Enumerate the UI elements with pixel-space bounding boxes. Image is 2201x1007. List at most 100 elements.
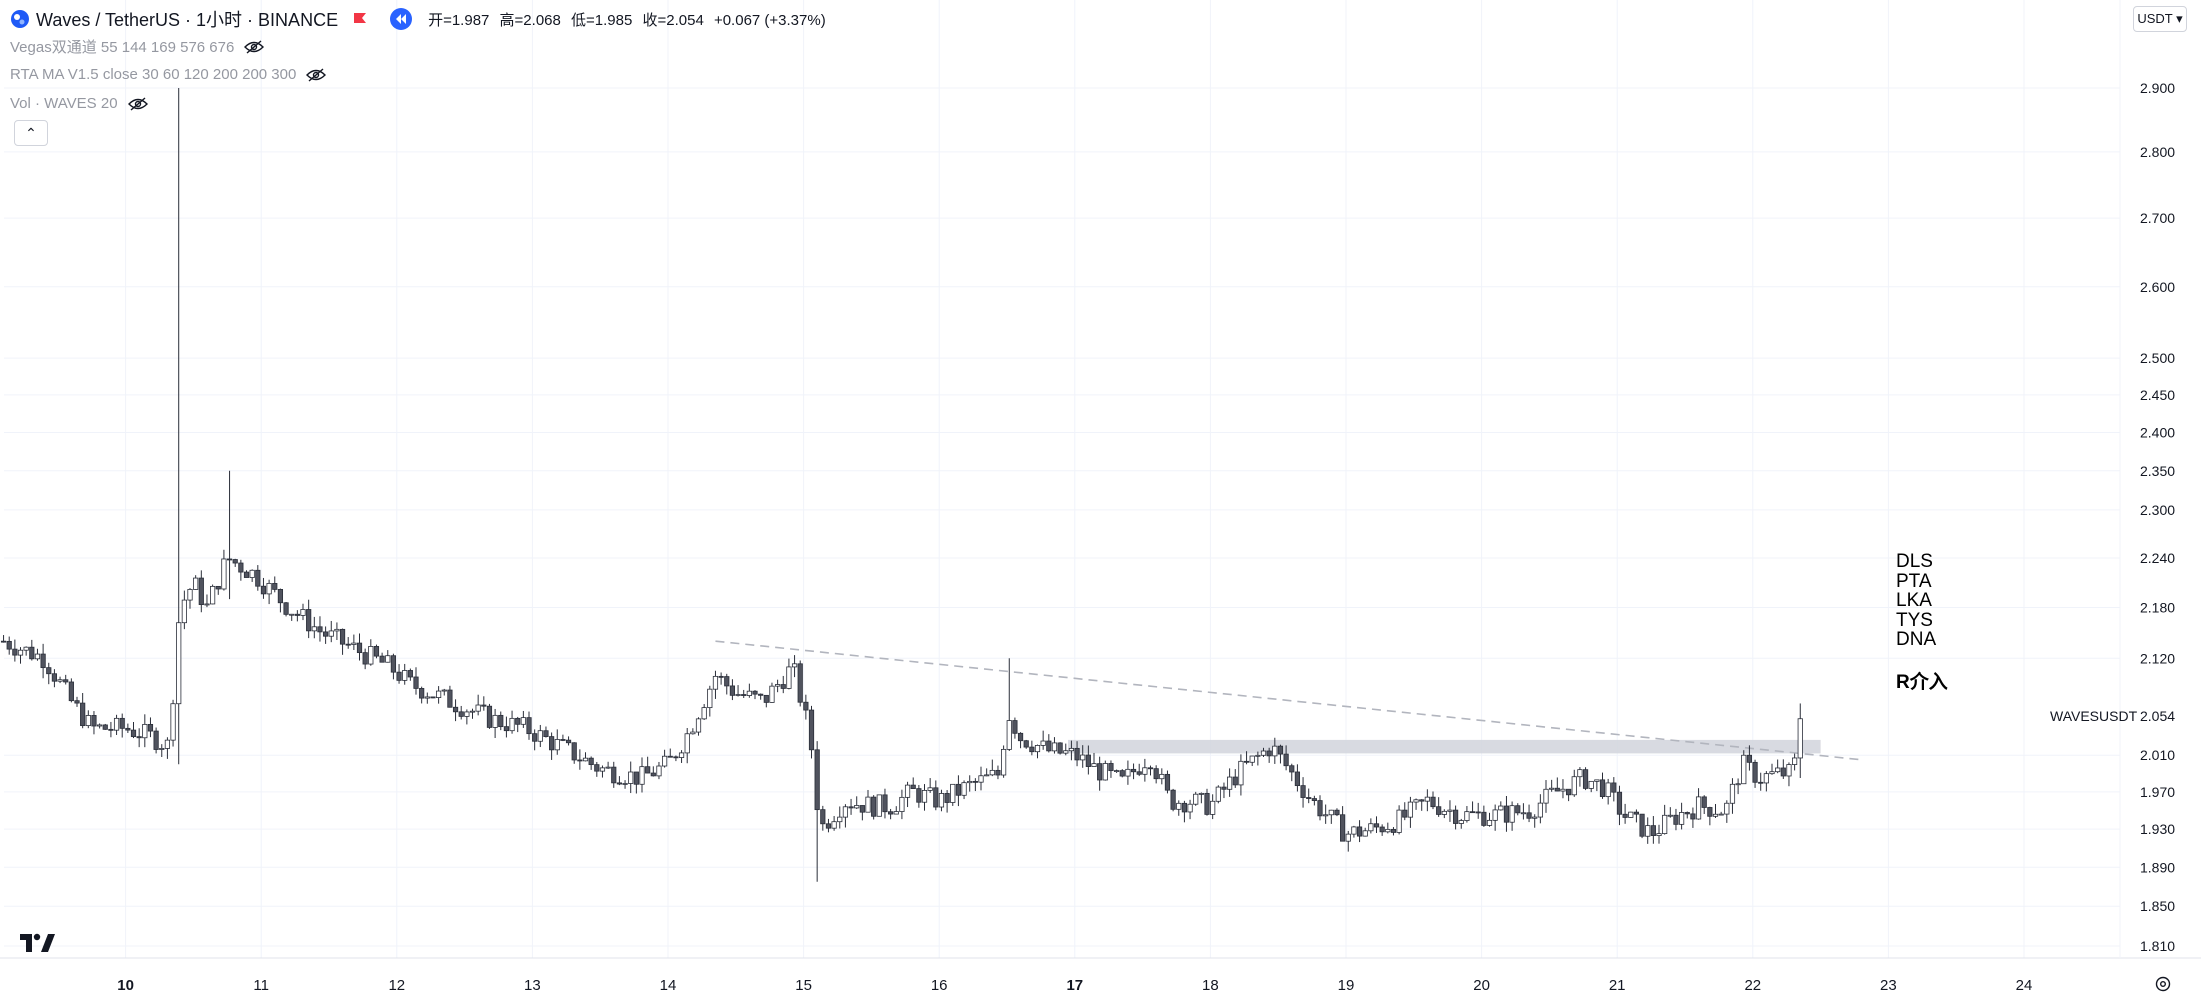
hidden-eye-icon[interactable]	[127, 96, 148, 111]
symbol-title[interactable]: Waves / TetherUS · 1小时 · BINANCE	[36, 10, 339, 30]
candle-up[interactable]	[1594, 779, 1600, 782]
candle-up[interactable]	[170, 703, 176, 741]
candle-up[interactable]	[17, 649, 24, 656]
candle-up[interactable]	[1227, 776, 1233, 790]
candle-down[interactable]	[1294, 771, 1301, 787]
candle-up[interactable]	[334, 628, 340, 632]
candle-up[interactable]	[1543, 788, 1549, 804]
candle-down[interactable]	[198, 577, 204, 606]
candle-up[interactable]	[1215, 786, 1221, 802]
candle-up[interactable]	[1786, 764, 1792, 777]
candle-down[interactable]	[577, 759, 583, 762]
candle-up[interactable]	[1520, 812, 1527, 815]
candle-down[interactable]	[645, 766, 651, 774]
hidden-eye-icon[interactable]	[244, 39, 265, 54]
candle-down[interactable]	[1566, 788, 1572, 796]
candle-up[interactable]	[1102, 763, 1108, 781]
indicator-vegas[interactable]: Vegas双通道 55 144 169 576 676	[10, 36, 265, 57]
candle-up[interactable]	[159, 748, 165, 750]
flag-icon[interactable]	[352, 11, 368, 27]
candle-up[interactable]	[961, 782, 967, 796]
candle-down[interactable]	[571, 742, 577, 761]
candle-down[interactable]	[91, 715, 97, 727]
candle-down[interactable]	[1611, 782, 1617, 793]
currency-selector[interactable]: USDT ▾	[2133, 6, 2187, 32]
candle-up[interactable]	[938, 793, 945, 808]
candle-down[interactable]	[1469, 811, 1476, 814]
candle-down[interactable]	[153, 730, 159, 750]
candle-down[interactable]	[1419, 799, 1425, 802]
candle-down[interactable]	[1430, 796, 1436, 808]
candle-up[interactable]	[464, 711, 470, 717]
candle-up[interactable]	[34, 653, 41, 660]
candle-up[interactable]	[1577, 769, 1583, 778]
candle-down[interactable]	[825, 823, 832, 829]
candle-down[interactable]	[1475, 811, 1481, 814]
hidden-eye-icon[interactable]	[306, 67, 327, 82]
candle-up[interactable]	[475, 704, 481, 712]
candle-down[interactable]	[1074, 747, 1080, 761]
candle-up[interactable]	[662, 755, 668, 767]
candle-up[interactable]	[984, 774, 990, 777]
candle-down[interactable]	[515, 717, 521, 725]
candle-down[interactable]	[119, 717, 125, 729]
candle-down[interactable]	[294, 613, 300, 616]
candle-down[interactable]	[1481, 811, 1487, 826]
candle-down[interactable]	[1147, 767, 1154, 770]
candle-down[interactable]	[565, 739, 572, 744]
candle-up[interactable]	[837, 816, 843, 823]
candle-up[interactable]	[1735, 783, 1741, 786]
candle-down[interactable]	[560, 739, 566, 741]
candle-up[interactable]	[1486, 819, 1493, 826]
candle-up[interactable]	[1537, 802, 1543, 818]
candle-down[interactable]	[780, 684, 786, 689]
candle-down[interactable]	[616, 782, 623, 785]
candle-up[interactable]	[97, 724, 103, 727]
candle-down[interactable]	[379, 655, 385, 663]
candle-down[interactable]	[125, 727, 131, 731]
candle-up[interactable]	[23, 646, 29, 651]
candle-up[interactable]	[1328, 809, 1334, 816]
candle-up[interactable]	[989, 769, 995, 776]
candle-up[interactable]	[1458, 820, 1464, 824]
candle-down[interactable]	[1673, 814, 1679, 825]
candle-up[interactable]	[328, 630, 334, 637]
candle-up[interactable]	[1159, 773, 1165, 780]
candle-down[interactable]	[1690, 813, 1696, 820]
resistance-zone[interactable]	[1068, 739, 1821, 754]
candle-up[interactable]	[181, 599, 187, 624]
candle-up[interactable]	[1255, 754, 1261, 757]
candle-up[interactable]	[1763, 773, 1769, 784]
candle-up[interactable]	[204, 603, 210, 606]
candle-down[interactable]	[232, 559, 238, 564]
candle-up[interactable]	[927, 787, 933, 791]
candle-up[interactable]	[1187, 803, 1193, 813]
candle-down[interactable]	[40, 653, 46, 669]
candle-down[interactable]	[1334, 809, 1340, 816]
candle-up[interactable]	[1407, 801, 1414, 818]
candle-down[interactable]	[633, 771, 639, 785]
candle-up[interactable]	[1323, 814, 1329, 817]
candle-up[interactable]	[701, 707, 707, 720]
candle-down[interactable]	[74, 700, 80, 704]
candle-up[interactable]	[1498, 805, 1504, 811]
candle-up[interactable]	[1345, 833, 1351, 842]
candle-down[interactable]	[1119, 770, 1125, 777]
candle-up[interactable]	[402, 670, 408, 681]
candle-down[interactable]	[814, 749, 820, 811]
candle-down[interactable]	[1599, 779, 1606, 798]
candle-down[interactable]	[916, 788, 922, 803]
candle-down[interactable]	[1204, 792, 1210, 815]
candle-up[interactable]	[622, 783, 628, 785]
candle-down[interactable]	[1085, 754, 1091, 767]
candle-up[interactable]	[385, 655, 391, 663]
candle-down[interactable]	[871, 796, 877, 817]
candle-up[interactable]	[1091, 763, 1097, 767]
candle-down[interactable]	[763, 694, 769, 703]
candle-up[interactable]	[893, 811, 899, 815]
candle-up[interactable]	[1724, 802, 1730, 815]
candle-down[interactable]	[1746, 754, 1753, 763]
candle-down[interactable]	[1300, 785, 1306, 798]
candle-down[interactable]	[1515, 805, 1521, 814]
candle-down[interactable]	[80, 702, 86, 727]
